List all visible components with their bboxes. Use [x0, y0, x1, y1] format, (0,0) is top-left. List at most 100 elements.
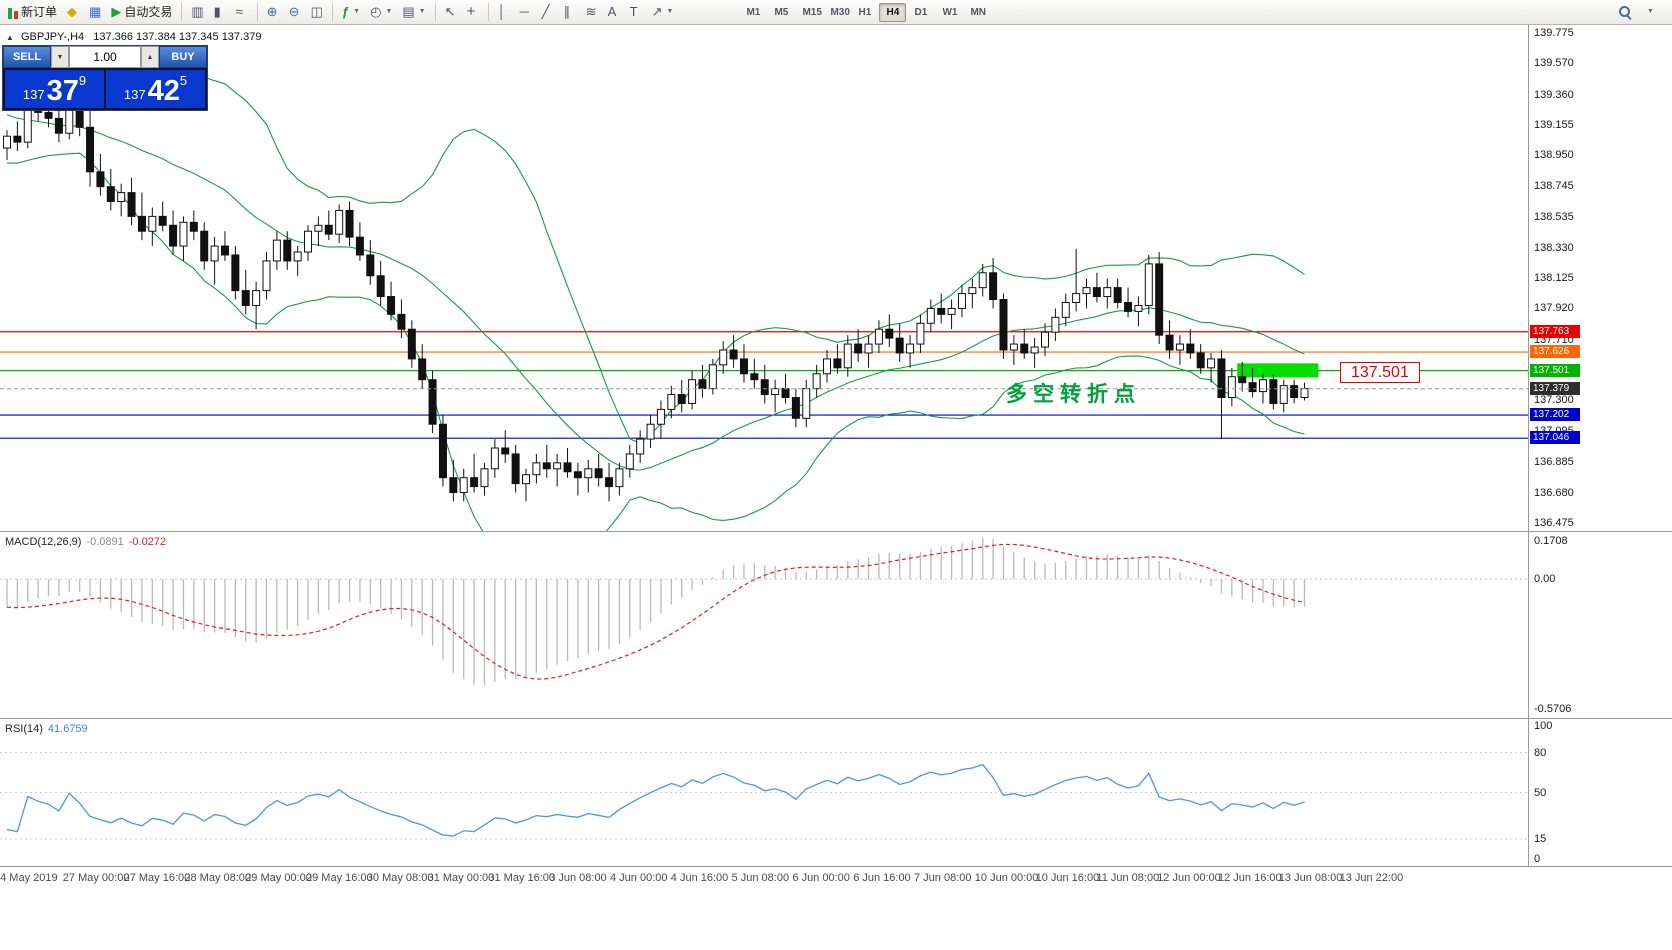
vertical-line-icon: │: [497, 4, 506, 19]
buy-price-display[interactable]: 137 42 5: [106, 70, 205, 108]
clock-icon: ◴: [370, 4, 382, 19]
macd-axis-label: 0.00: [1534, 573, 1556, 586]
channel-button[interactable]: ∥: [560, 2, 580, 22]
time-label: 28 May 08:00: [184, 872, 252, 884]
macd-canvas[interactable]: [0, 532, 1528, 718]
macd-axis-label: -0.5706: [1534, 703, 1572, 715]
one-click-controls: SELL ▼ ▲ BUY: [3, 46, 207, 68]
timeframe-M30[interactable]: M30: [823, 3, 850, 22]
crosshair-button[interactable]: +: [463, 2, 483, 22]
indicators-button[interactable]: ƒ ▼: [338, 2, 364, 22]
rsi-value: 41.6759: [47, 723, 88, 735]
symbol-period: GBPJPY-,H4: [20, 31, 85, 43]
price-callout[interactable]: 137.501: [1340, 362, 1420, 383]
timeframe-H1[interactable]: H1: [851, 3, 878, 22]
templates-button[interactable]: ▤ ▼: [398, 2, 429, 22]
zoom-in-button[interactable]: ⊕: [263, 2, 283, 22]
macd-axis-label: 0.1708: [1534, 535, 1568, 547]
timeframe-MN[interactable]: MN: [963, 3, 990, 22]
sell-price-display[interactable]: 137 37 9: [5, 70, 104, 108]
chart-candles-button[interactable]: ▮: [210, 2, 230, 22]
auto-trading-button[interactable]: ▶ 自动交易: [107, 2, 176, 22]
periods-button[interactable]: ◴ ▼: [366, 2, 396, 22]
metaeditor-button[interactable]: ◆: [63, 2, 83, 22]
price-tag-137.501: 137.501: [1530, 363, 1580, 377]
time-label: 10 Jun 16:00: [1035, 872, 1100, 884]
rsi-axis-label: 100: [1534, 720, 1553, 732]
rsi-axis[interactable]: 100 80 50 15 0: [1528, 719, 1672, 866]
panel-resize-separator[interactable]: [0, 531, 1672, 532]
chart-line-button[interactable]: ≈: [232, 2, 252, 22]
timeframe-D1[interactable]: D1: [907, 3, 934, 22]
search-button[interactable]: [1614, 2, 1636, 22]
rsi-line: [6, 763, 1305, 837]
bar-chart-icon: ▥: [191, 4, 204, 19]
macd-label: MACD(12,26,9) -0.0891 -0.0272: [5, 536, 167, 548]
price-axis[interactable]: 139.775 139.570 139.360 139.155 138.950 138.7…: [1528, 25, 1672, 531]
time-axis[interactable]: 24 May 2019 27 May 00:00 27 May 16:00 28 Ma…: [0, 869, 1672, 891]
rsi-canvas[interactable]: [0, 719, 1528, 866]
price-chart-canvas[interactable]: [0, 25, 1528, 531]
timeframe-M15[interactable]: M15: [795, 3, 822, 22]
time-label: 5 Jun 08:00: [731, 872, 790, 884]
fibonacci-icon: ≋: [585, 4, 597, 19]
volume-increase-button[interactable]: ▲: [141, 46, 159, 68]
line-chart-icon: ≈: [235, 4, 243, 19]
time-label: 7 Jun 08:00: [914, 872, 972, 884]
highlight-zone[interactable]: [1237, 363, 1319, 378]
trendline-button[interactable]: ╱: [538, 2, 558, 22]
chart-bars-button[interactable]: ▥: [187, 2, 207, 22]
volume-decrease-button[interactable]: ▼: [51, 46, 69, 68]
sell-button[interactable]: SELL: [3, 46, 51, 68]
time-axis-separator: [0, 866, 1672, 867]
cursor-icon: ↖: [444, 4, 456, 19]
toolbar-overflow-button[interactable]: ▼: [1642, 2, 1662, 22]
chevron-down-icon: ▼: [666, 8, 674, 15]
fibonacci-button[interactable]: ≋: [582, 2, 602, 22]
tile-windows-button[interactable]: ◫: [307, 2, 327, 22]
price-axis-label: 139.155: [1534, 119, 1574, 132]
vertical-line-button[interactable]: │: [494, 2, 514, 22]
volume-input[interactable]: [69, 46, 141, 68]
timeframe-H4[interactable]: H4: [879, 2, 907, 22]
buy-button[interactable]: BUY: [159, 46, 207, 68]
sell-price-figure: 137: [22, 87, 45, 102]
text-icon: A: [607, 4, 617, 19]
arrows-button[interactable]: ↗ ▼: [648, 2, 678, 22]
auto-trading-label: 自动交易: [124, 5, 173, 19]
rsi-axis-label: 0: [1534, 853, 1541, 865]
price-axis-label: 136.885: [1534, 456, 1574, 469]
panel-resize-separator[interactable]: [0, 718, 1672, 719]
text-button[interactable]: A: [604, 2, 624, 22]
toolbar-separator: [434, 3, 436, 21]
new-order-icon: [8, 6, 18, 19]
one-click-collapse-icon[interactable]: ▲: [6, 33, 14, 42]
label-button[interactable]: T: [626, 2, 646, 22]
new-order-button[interactable]: 新订单: [4, 2, 61, 22]
trendline-icon: ╱: [541, 4, 550, 19]
time-label: 27 May 00:00: [62, 872, 130, 884]
market-watch-icon: ▦: [89, 4, 102, 19]
time-label: 12 Jun 00:00: [1157, 872, 1221, 884]
horizontal-line-button[interactable]: ─: [516, 2, 536, 22]
price-axis-label: 139.775: [1534, 27, 1574, 39]
timeframe-M5[interactable]: M5: [767, 3, 794, 22]
price-axis-label: 138.745: [1534, 179, 1574, 192]
rsi-label: RSI(14) 41.6759: [5, 723, 88, 735]
market-watch-button[interactable]: ▦: [85, 2, 105, 22]
macd-value: -0.0891: [86, 536, 124, 548]
bollinger-lower-line: [6, 152, 1305, 531]
sell-price-pips: 37: [46, 75, 79, 107]
chevron-down-icon: ▼: [418, 8, 426, 15]
label-icon: T: [629, 4, 638, 19]
macd-axis[interactable]: 0.1708 0.00 -0.5706: [1528, 532, 1672, 718]
timeframe-W1[interactable]: W1: [935, 3, 962, 22]
annotation-text[interactable]: 多空转折点: [1006, 383, 1141, 406]
timeframe-M1[interactable]: M1: [739, 3, 766, 22]
price-tag-137.626: 137.626: [1530, 345, 1580, 359]
cursor-button[interactable]: ↖: [441, 2, 461, 22]
time-label: 29 May 00:00: [245, 872, 312, 884]
zoom-out-button[interactable]: ⊖: [285, 2, 305, 22]
candles-layer: [3, 79, 1309, 502]
